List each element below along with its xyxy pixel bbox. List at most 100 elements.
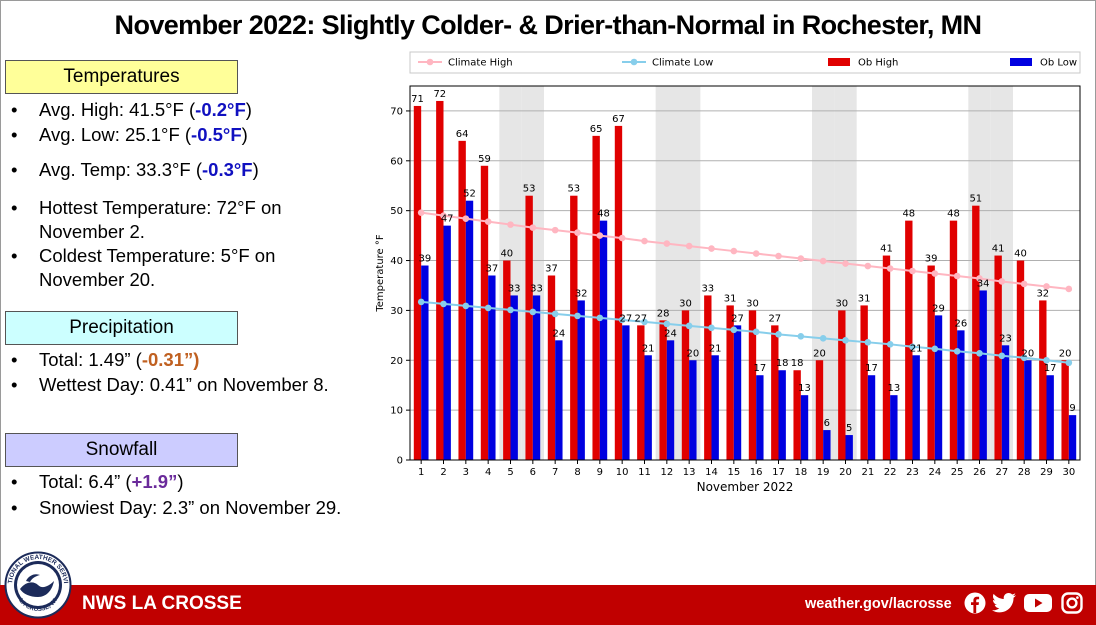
data-label-ob-high: 53 [567,184,580,195]
paren-close: ) [252,159,259,180]
bullet-dot: • [11,197,18,218]
bar-ob-high [748,310,757,460]
x-tick-label: 28 [1018,467,1031,478]
climate-low-point [551,310,559,318]
climate-low-point [976,349,983,357]
snow-departure: +1.9” [131,471,178,492]
data-label-ob-high: 71 [411,94,424,105]
data-label-ob-low: 52 [463,189,476,200]
x-tick-label: 19 [817,467,830,478]
data-label-ob-low: 9 [1069,403,1075,414]
data-label-ob-low: 37 [485,263,498,274]
climate-low-point [1020,354,1028,362]
data-label-ob-low: 18 [776,358,789,369]
x-tick-label: 30 [1062,467,1075,478]
bar-ob-high [704,295,712,460]
data-label-ob-high: 37 [545,263,558,274]
climate-low-point [819,335,827,342]
bar-ob-high [726,305,734,460]
bar-ob-high [949,220,958,460]
x-tick-label: 22 [884,467,897,478]
climate-low-point [864,339,872,346]
data-label-ob-high: 18 [791,358,804,369]
bar-ob-low [778,370,786,460]
bar-ob-high [637,325,645,460]
climate-high-point [797,255,805,262]
bar-ob-low [890,395,898,460]
climate-high-point [685,242,693,250]
bar-ob-high [994,255,1002,460]
x-tick-label: 8 [574,467,580,478]
x-tick-label: 6 [530,467,536,478]
climate-low-point [998,352,1006,360]
bar-ob-high [614,125,623,460]
bar-ob-low [510,295,518,460]
facebook-icon[interactable] [964,592,986,614]
bar-ob-low [733,325,742,460]
x-tick-label: 13 [683,467,696,478]
data-label-ob-low: 13 [798,383,811,394]
x-tick-label: 5 [507,467,513,478]
bar-ob-low [465,200,474,460]
bar-ob-low [823,430,831,460]
data-label-ob-high: 30 [679,298,692,309]
climate-high-point [462,215,470,222]
data-label-ob-low: 24 [664,328,677,339]
bar-ob-high [413,105,422,461]
data-label-ob-high: 53 [523,184,536,195]
climate-low-point [730,326,738,334]
climate-high-point [574,229,581,236]
footer-office-name: NWS LA CROSSE [82,593,242,614]
footer-website-link[interactable]: weather.gov/lacrosse [805,596,952,612]
climate-low-point [1043,356,1050,364]
bar-ob-low [756,375,764,460]
data-label-ob-high: 59 [478,154,491,165]
data-label-ob-low: 6 [824,418,830,429]
data-label-ob-high: 48 [947,209,960,220]
x-tick-label: 14 [705,467,718,478]
data-label-ob-low: 27 [619,313,632,324]
climate-low-point [708,324,715,332]
data-label-ob-high: 20 [1059,348,1072,359]
youtube-icon[interactable] [1023,592,1053,614]
precipitation-heading: Precipitation [5,311,238,345]
bar-ob-high [927,265,935,460]
instagram-icon[interactable] [1061,592,1083,614]
x-tick-label: 24 [928,467,941,478]
data-label-ob-low: 13 [887,383,900,394]
climate-low-point [842,337,849,344]
legend-swatch-bar [1010,58,1032,66]
twitter-icon[interactable] [991,592,1017,614]
snowfall-heading: Snowfall [5,433,238,467]
climate-high-point [596,232,604,239]
bar-ob-low [1068,415,1077,460]
paren-close: ) [177,471,184,492]
bar-ob-low [800,395,809,460]
climate-low-point [886,341,894,348]
data-label-ob-high: 32 [1036,288,1049,299]
climate-low-point [752,328,760,336]
y-tick-label: 30 [390,306,403,317]
climate-high-point [842,260,849,267]
bar-ob-low [443,225,451,460]
climate-high-point [618,234,626,242]
x-tick-label: 11 [638,467,651,478]
climate-high-point [864,262,872,270]
climate-low-point [462,302,470,310]
data-label-ob-low: 20 [686,348,699,359]
data-label-ob-high: 67 [612,114,625,125]
bar-ob-low [957,330,965,460]
avg-low-departure: -0.5°F [191,124,242,145]
snow-total-label: Total: 6.4” ( [39,471,132,492]
bar-ob-low [1024,360,1032,460]
bar-ob-low [1046,375,1054,460]
bar-ob-high [503,260,511,460]
legend-swatch-marker [426,58,434,66]
data-label-ob-high: 31 [724,293,737,304]
climate-low-point [417,298,425,306]
data-label-ob-high: 39 [925,254,938,265]
climate-low-point [440,300,447,308]
climate-high-point [998,278,1006,285]
paren-close: ) [241,124,248,145]
climate-high-point [551,226,559,234]
